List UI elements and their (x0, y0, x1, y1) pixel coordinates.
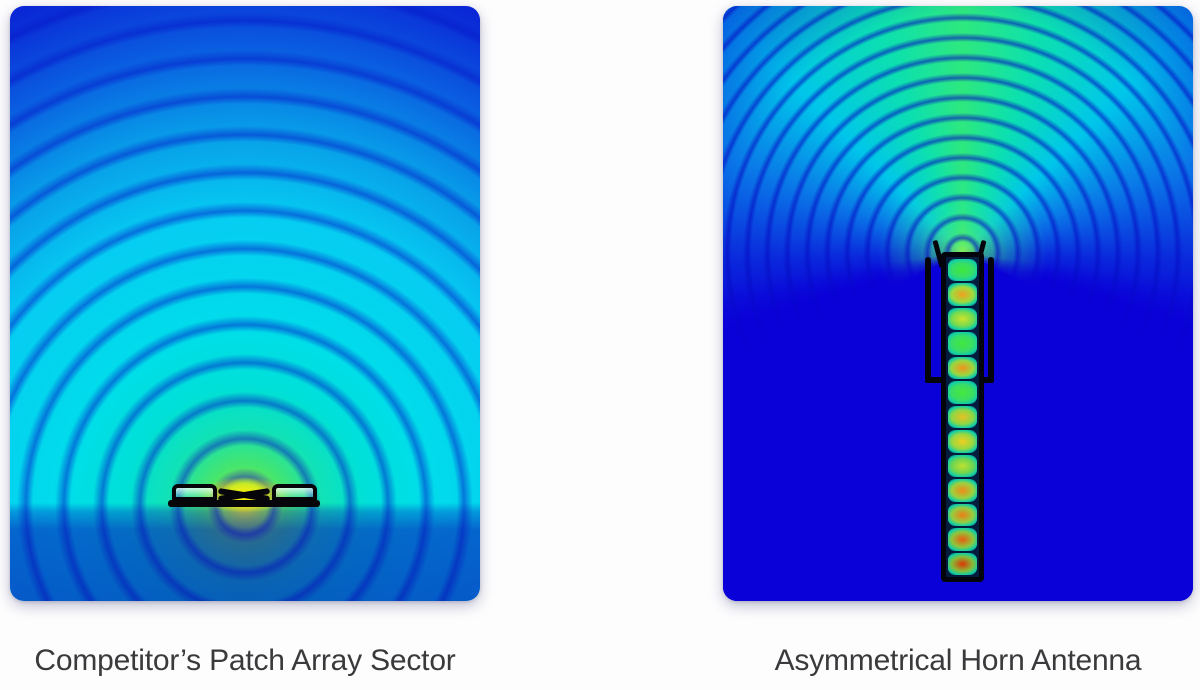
patch-array-sim-panel (10, 6, 480, 601)
patch-element-left (172, 484, 217, 501)
waveguide-standing-wave-cell (948, 332, 977, 355)
choke-sleeve-right (988, 257, 994, 383)
waveguide-standing-wave-cell (948, 528, 977, 551)
waveguide-standing-wave-cell (948, 503, 977, 527)
waveguide-standing-wave-cell (948, 479, 977, 502)
caption-horn-antenna: Asymmetrical Horn Antenna (774, 644, 1142, 677)
waveguide-standing-wave-cell (948, 454, 977, 478)
waveguide-standing-wave-cell (948, 552, 977, 576)
horn-antenna-structure (723, 6, 1193, 601)
choke-sleeve-foot-left (925, 377, 943, 383)
waveguide-standing-wave-cell (948, 356, 977, 380)
waveguide-standing-wave-cell (948, 307, 977, 331)
horn-antenna-sim-panel (723, 6, 1193, 601)
caption-patch-array: Competitor’s Patch Array Sector (34, 644, 456, 677)
ground-plane (168, 500, 320, 507)
patch-element-right (272, 484, 317, 501)
waveguide-standing-wave-cell (948, 405, 977, 429)
waveguide-standing-wave-cell (948, 430, 977, 453)
waveguide-standing-wave-cell (948, 283, 977, 306)
waveguide-standing-wave-cell (948, 381, 977, 404)
waveguide-standing-wave-cell (948, 259, 977, 282)
patch-antenna-structure (10, 6, 480, 601)
waveguide-cells (941, 252, 984, 582)
choke-sleeve-left (925, 257, 931, 383)
choke-sleeve-foot-right (976, 377, 994, 383)
